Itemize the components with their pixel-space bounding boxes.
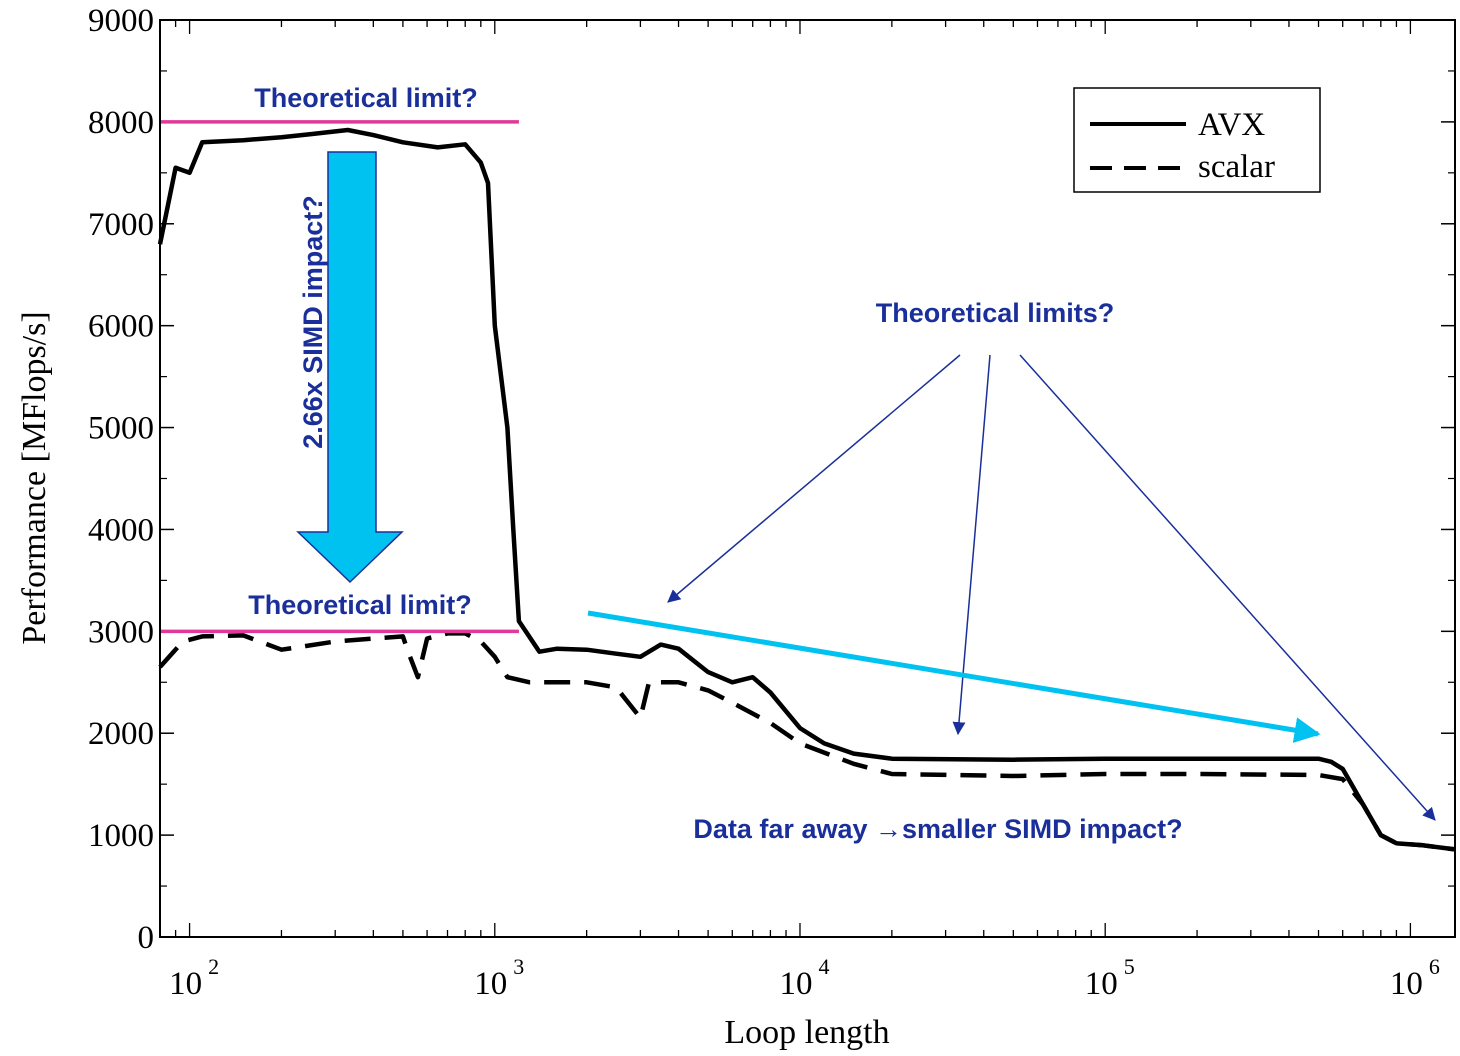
y-axis-label: Performance [MFlops/s] xyxy=(16,311,53,644)
x-tick-exponent: 3 xyxy=(513,954,524,979)
data-far-away-label: Data far away →smaller SIMD impact? xyxy=(693,814,1182,844)
y-tick-label: 1000 xyxy=(88,818,154,854)
legend-scalar-label: scalar xyxy=(1198,149,1275,185)
x-tick-exponent: 4 xyxy=(818,954,829,979)
y-tick-label: 3000 xyxy=(88,614,154,650)
x-tick-label: 10 xyxy=(169,966,202,1002)
x-tick-label: 10 xyxy=(474,966,507,1002)
limits-pointer-1 xyxy=(667,354,961,603)
y-tick-label: 5000 xyxy=(88,411,154,447)
x-tick-label: 10 xyxy=(1390,966,1423,1002)
x-tick-exponent: 2 xyxy=(208,954,219,979)
series-layer xyxy=(157,127,1456,852)
reference-lines xyxy=(160,120,519,634)
theoretical-limits-label: Theoretical limits? xyxy=(876,298,1115,328)
y-tick-label: 6000 xyxy=(88,309,154,345)
legend: AVX scalar xyxy=(1073,87,1321,193)
limits-pointer-2 xyxy=(952,354,991,736)
y-tick-label: 9000 xyxy=(88,3,154,39)
x-tick-exponent: 6 xyxy=(1429,954,1440,979)
x-tick-label: 10 xyxy=(1085,966,1118,1002)
theoretical-limit-top-label: Theoretical limit? xyxy=(254,83,478,113)
theoretical-limit-bottom-label: Theoretical limit? xyxy=(248,590,472,620)
legend-avx-label: AVX xyxy=(1198,107,1265,143)
x-axis-label: Loop length xyxy=(724,1014,889,1051)
simd-impact-arrow xyxy=(296,151,404,584)
x-tick-exponent: 5 xyxy=(1124,954,1135,979)
y-tick-label: 7000 xyxy=(88,207,154,243)
series-line-avx xyxy=(157,127,1456,852)
limits-pointer-3 xyxy=(1019,354,1436,821)
plot-frame xyxy=(159,19,1456,938)
legend-box xyxy=(1073,87,1321,193)
y-tick-label: 2000 xyxy=(88,716,154,752)
y-tick-label: 4000 xyxy=(88,512,154,548)
y-tick-label: 8000 xyxy=(88,105,154,141)
series-line-scalar xyxy=(158,631,1456,852)
x-tick-label: 10 xyxy=(779,966,812,1002)
y-tick-label: 0 xyxy=(138,920,155,956)
trend-arrow xyxy=(587,610,1321,743)
simd-impact-label: 2.66x SIMD impact? xyxy=(298,195,328,449)
